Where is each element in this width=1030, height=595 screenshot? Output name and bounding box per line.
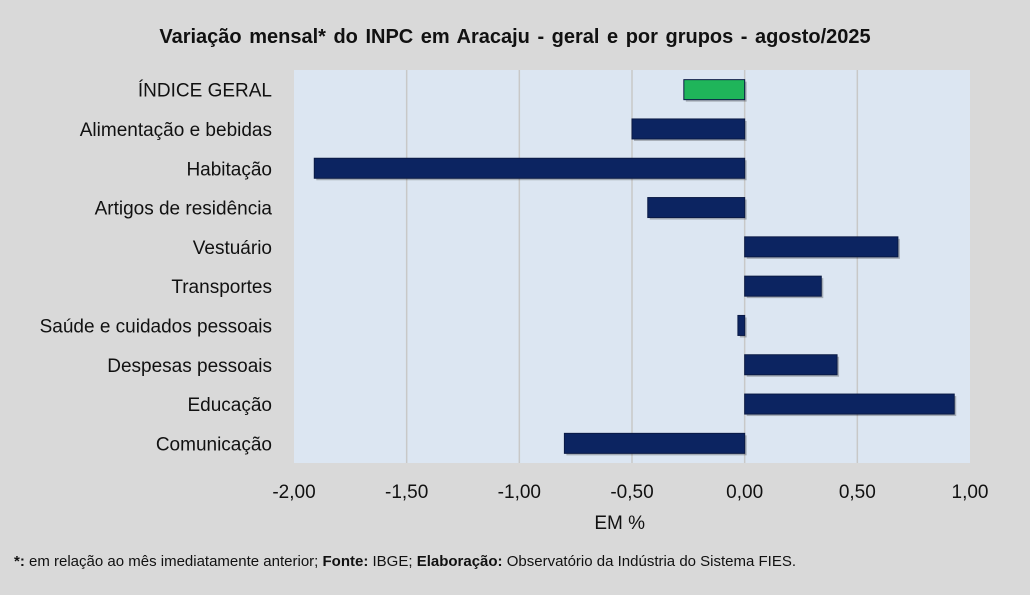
bars (313, 79, 957, 456)
bar (563, 432, 746, 454)
bar (683, 79, 746, 101)
category-label: Educação (187, 395, 272, 416)
x-tick-label: -1,50 (385, 482, 428, 503)
bar-chart: ÍNDICE GERAL Alimentação e bebidas Habitaç… (40, 70, 988, 534)
bar (744, 236, 899, 258)
footnote-credit-label: Elaboração: (416, 553, 503, 570)
bar (647, 197, 746, 219)
x-axis-label: EM % (594, 513, 645, 534)
category-label: Habitação (186, 159, 272, 180)
footnote-source-text: IBGE; (368, 553, 417, 570)
x-tick-label: -2,00 (272, 482, 315, 503)
category-label: Despesas pessoais (107, 356, 272, 377)
bar (631, 118, 746, 140)
category-label: Alimentação e bebidas (80, 120, 272, 141)
category-label: Vestuário (193, 238, 272, 259)
bar (744, 393, 955, 415)
bar (744, 354, 838, 376)
bar (744, 275, 822, 297)
footnote: *: em relação ao mês imediatamente anter… (14, 553, 796, 570)
x-tick-label: 1,00 (952, 482, 989, 503)
category-label: Saúde e cuidados pessoais (40, 316, 272, 337)
bar (737, 314, 746, 336)
x-tick-label: 0,50 (839, 482, 876, 503)
x-tick-label: -0,50 (610, 482, 653, 503)
footnote-star-text: em relação ao mês imediatamente anterior… (24, 553, 323, 570)
footnote-source-label: Fonte: (322, 553, 369, 570)
x-tick-label: 0,00 (726, 482, 763, 503)
category-label: ÍNDICE GERAL (138, 81, 272, 102)
footnote-star-label: *: (14, 553, 25, 570)
footnote-credit-text: Observatório da Indústria do Sistema FIE… (502, 553, 797, 570)
category-label: Transportes (171, 277, 272, 298)
category-label: Comunicação (156, 434, 272, 455)
x-tick-labels: -2,00 -1,50 -1,00 -0,50 0,00 0,50 1,00 (272, 482, 988, 503)
bar (313, 157, 746, 179)
category-labels: ÍNDICE GERAL Alimentação e bebidas Habitaç… (40, 81, 273, 456)
category-label: Artigos de residência (95, 199, 273, 220)
x-tick-label: -1,00 (498, 482, 541, 503)
chart-title: Variação mensal* do INPC em Aracaju - ge… (159, 26, 871, 48)
